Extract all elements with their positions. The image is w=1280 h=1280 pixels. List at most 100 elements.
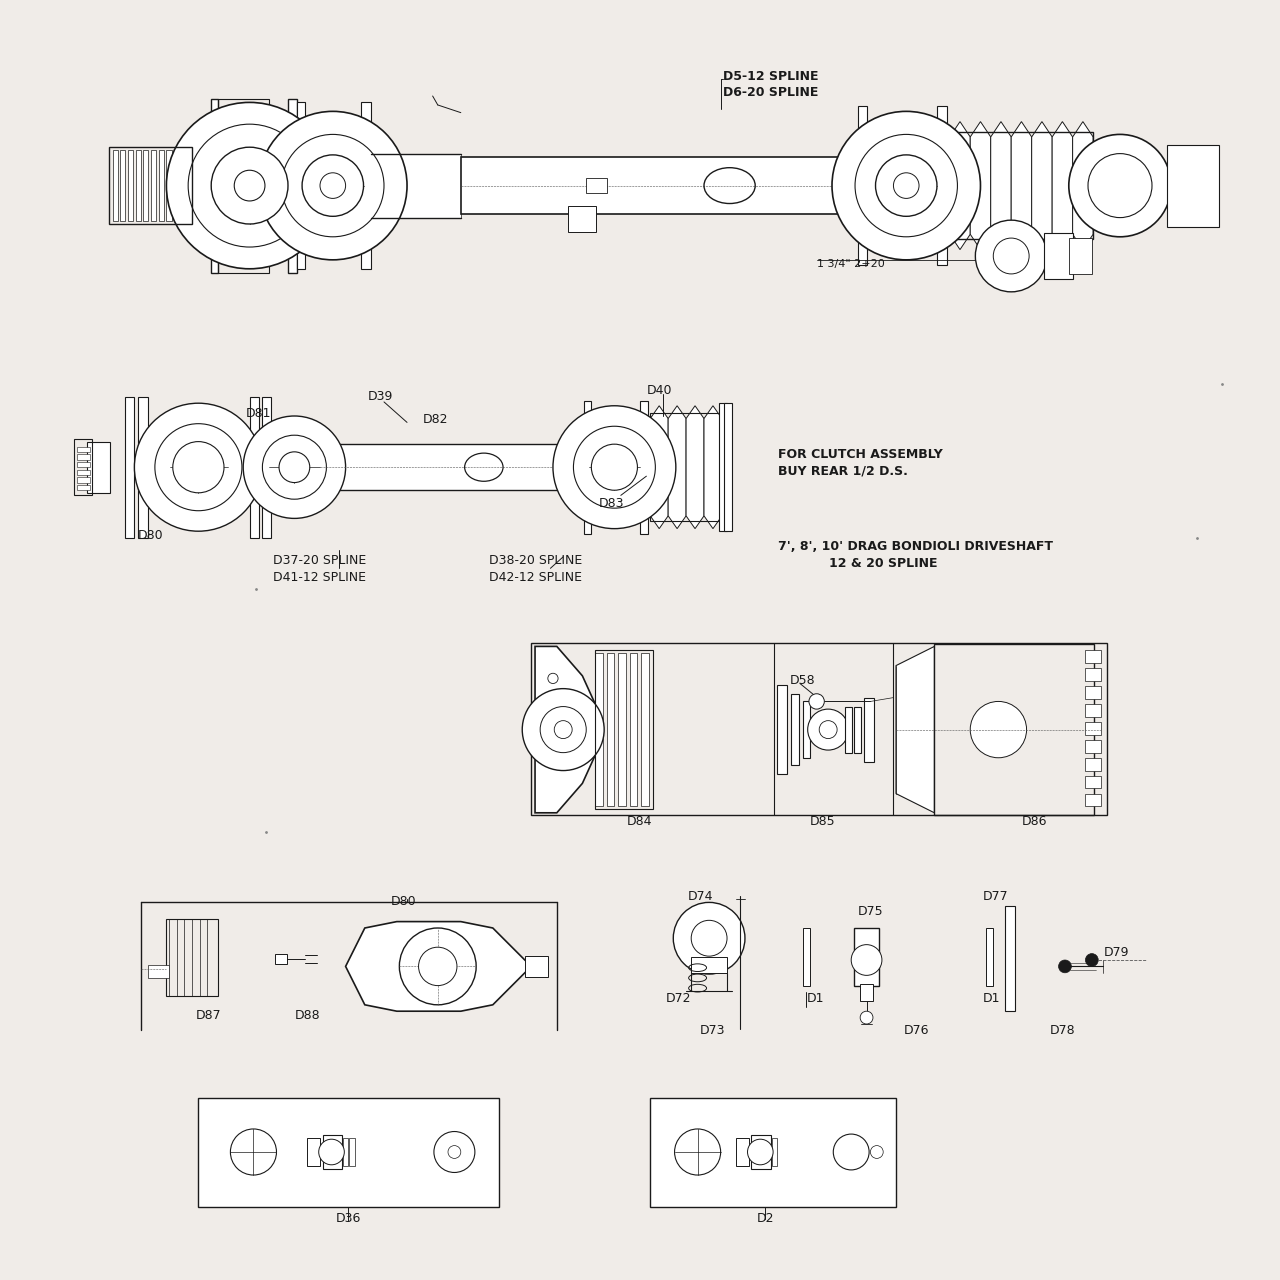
Text: D73: D73 — [700, 1024, 726, 1037]
Bar — [349, 1138, 355, 1166]
Circle shape — [282, 134, 384, 237]
Bar — [136, 150, 141, 221]
Circle shape — [134, 403, 262, 531]
Text: D76: D76 — [904, 1024, 929, 1037]
Polygon shape — [346, 922, 531, 1011]
Bar — [166, 919, 218, 996]
Bar — [77, 454, 90, 460]
Polygon shape — [297, 102, 305, 269]
Circle shape — [279, 452, 310, 483]
Text: D1: D1 — [806, 992, 824, 1005]
Text: D74: D74 — [687, 890, 713, 902]
Bar — [854, 928, 879, 986]
Circle shape — [870, 1146, 883, 1158]
Bar — [1085, 794, 1101, 806]
Text: D82: D82 — [422, 413, 448, 426]
Bar — [934, 644, 1094, 815]
Text: D2: D2 — [756, 1212, 774, 1225]
Polygon shape — [595, 653, 603, 806]
Text: D1: D1 — [983, 992, 1001, 1005]
Polygon shape — [618, 653, 626, 806]
Bar — [803, 928, 810, 986]
Bar — [371, 154, 461, 218]
Text: D5-12 SPLINE: D5-12 SPLINE — [723, 70, 819, 83]
Bar — [113, 150, 118, 221]
Circle shape — [691, 920, 727, 956]
Bar — [461, 157, 858, 214]
Bar — [74, 439, 92, 495]
Bar — [1085, 704, 1101, 717]
Polygon shape — [896, 646, 934, 813]
Text: 12 & 20 SPLINE: 12 & 20 SPLINE — [829, 557, 938, 570]
Text: D77: D77 — [983, 890, 1009, 902]
Circle shape — [748, 1139, 773, 1165]
Text: D37-20 SPLINE: D37-20 SPLINE — [273, 554, 366, 567]
Circle shape — [188, 124, 311, 247]
Circle shape — [448, 1146, 461, 1158]
Bar — [143, 150, 148, 221]
Bar — [151, 150, 156, 221]
Polygon shape — [138, 397, 148, 538]
Bar — [109, 147, 192, 224]
Text: BUY REAR 1/2 D.S.: BUY REAR 1/2 D.S. — [778, 465, 908, 477]
Circle shape — [434, 1132, 475, 1172]
Bar — [343, 1138, 348, 1166]
Bar — [950, 132, 1093, 239]
Polygon shape — [950, 122, 970, 250]
Bar — [791, 694, 799, 765]
Text: D39: D39 — [367, 390, 393, 403]
Circle shape — [675, 1129, 721, 1175]
Text: D75: D75 — [858, 905, 883, 918]
Text: D80: D80 — [138, 529, 164, 541]
Bar — [120, 150, 125, 221]
Bar — [1005, 906, 1015, 1011]
Bar — [166, 150, 172, 221]
Text: D36: D36 — [335, 1212, 361, 1225]
Circle shape — [553, 406, 676, 529]
Polygon shape — [211, 99, 218, 273]
Text: D78: D78 — [1050, 1024, 1075, 1037]
Bar — [586, 178, 607, 193]
Bar — [568, 206, 596, 232]
Polygon shape — [630, 653, 637, 806]
Circle shape — [855, 134, 957, 237]
Text: D81: D81 — [246, 407, 271, 420]
Circle shape — [1088, 154, 1152, 218]
Bar — [1085, 740, 1101, 753]
Polygon shape — [970, 122, 991, 250]
Bar — [595, 650, 653, 809]
Bar — [87, 442, 110, 493]
Polygon shape — [686, 406, 704, 529]
Bar — [719, 403, 727, 531]
Polygon shape — [250, 397, 259, 538]
Polygon shape — [607, 653, 614, 806]
Bar — [1167, 145, 1219, 227]
Circle shape — [970, 701, 1027, 758]
Circle shape — [573, 426, 655, 508]
Bar — [1085, 758, 1101, 771]
Text: D85: D85 — [810, 815, 836, 828]
Polygon shape — [262, 397, 271, 538]
Circle shape — [259, 111, 407, 260]
Polygon shape — [650, 406, 668, 529]
Circle shape — [234, 170, 265, 201]
Bar — [174, 150, 179, 221]
Text: 7', 8', 10' DRAG BONDIOLI DRIVESHAFT: 7', 8', 10' DRAG BONDIOLI DRIVESHAFT — [778, 540, 1053, 553]
Bar — [182, 150, 187, 221]
Text: D72: D72 — [666, 992, 691, 1005]
Bar — [1085, 776, 1101, 788]
Circle shape — [554, 721, 572, 739]
Bar — [307, 1138, 320, 1166]
Text: D88: D88 — [294, 1009, 320, 1021]
Bar — [1085, 722, 1101, 735]
Circle shape — [1059, 960, 1071, 973]
Circle shape — [673, 902, 745, 974]
Circle shape — [302, 155, 364, 216]
Circle shape — [540, 707, 586, 753]
Bar — [77, 462, 90, 467]
Bar — [777, 685, 787, 774]
Text: D58: D58 — [790, 675, 815, 687]
Circle shape — [808, 709, 849, 750]
Bar — [736, 1138, 749, 1166]
Bar — [1085, 686, 1101, 699]
